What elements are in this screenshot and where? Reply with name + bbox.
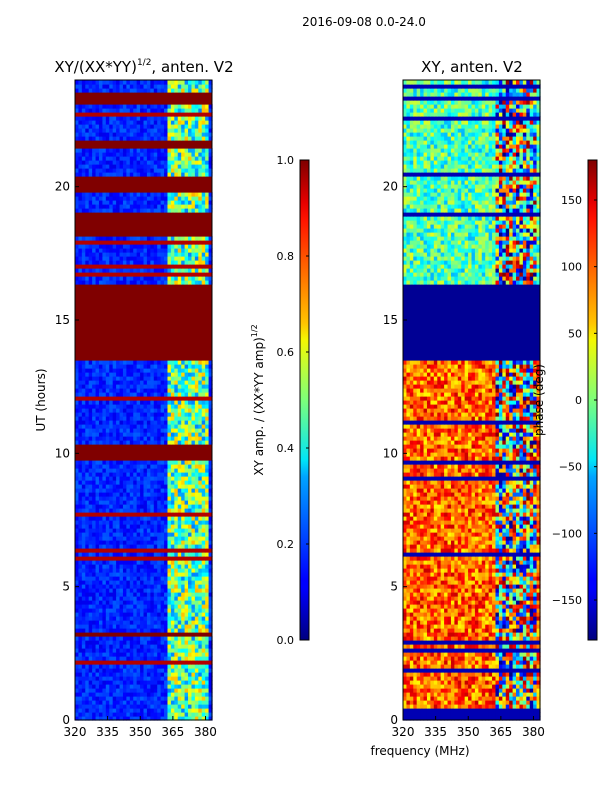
phase-heatmap bbox=[403, 80, 541, 721]
y-tick-label: 0 bbox=[62, 713, 70, 727]
colorbar-tick-label: 0.4 bbox=[277, 442, 295, 455]
y-tick-label: 5 bbox=[62, 580, 70, 594]
phase-xlabel: frequency (MHz) bbox=[370, 744, 469, 758]
colorbar-tick-label: 0 bbox=[575, 394, 582, 407]
x-tick-label: 350 bbox=[129, 725, 152, 739]
amplitude-colorbar-ticks: 0.0 0.2 0.4 0.6 0.8 1.0 bbox=[277, 154, 309, 647]
y-tick-label: 15 bbox=[55, 313, 70, 327]
phase-axis-ticks: 320 335 350 365 380 0 5 10 15 20 bbox=[383, 180, 545, 739]
y-tick-label: 10 bbox=[383, 446, 398, 460]
amplitude-ylabel: UT (hours) bbox=[34, 368, 48, 431]
amplitude-colorbar-label: XY amp. / (XX*YY amp)1/2 bbox=[250, 324, 266, 475]
x-tick-label: 320 bbox=[392, 725, 415, 739]
colorbar-tick-label: 0.2 bbox=[277, 538, 295, 551]
phase-colorbar-label: phase (deg) bbox=[532, 364, 546, 436]
phase-panel-title: XY, anten. V2 bbox=[421, 58, 523, 76]
amplitude-colorbar: 0.0 0.2 0.4 0.6 0.8 1.0 XY amp. / (XX*YY amp)… bbox=[250, 154, 310, 647]
y-tick-label: 5 bbox=[390, 580, 398, 594]
y-tick-label: 20 bbox=[383, 180, 398, 194]
x-tick-label: 335 bbox=[96, 725, 119, 739]
y-tick-label: 10 bbox=[55, 446, 70, 460]
colorbar-tick-label: −150 bbox=[552, 594, 582, 607]
y-tick-label: 15 bbox=[383, 313, 398, 327]
phase-panel: XY, anten. V2 320 335 350 365 380 0 5 10 15 20 fr… bbox=[370, 58, 544, 758]
colorbar-tick-label: 0.0 bbox=[277, 634, 295, 647]
colorbar-tick-label: 150 bbox=[561, 194, 582, 207]
amplitude-plot-frame bbox=[74, 79, 213, 721]
x-tick-label: 335 bbox=[424, 725, 447, 739]
amplitude-colorbar-gradient bbox=[299, 159, 310, 641]
x-tick-label: 350 bbox=[457, 725, 480, 739]
amplitude-heatmap bbox=[75, 80, 213, 721]
colorbar-tick-label: −50 bbox=[559, 461, 582, 474]
colorbar-tick-label: 0.6 bbox=[277, 346, 295, 359]
colorbar-tick-label: 100 bbox=[561, 261, 582, 274]
colorbar-tick-label: 1.0 bbox=[277, 154, 295, 167]
x-tick-label: 365 bbox=[489, 725, 512, 739]
amplitude-panel-title: XY/(XX*YY)1/2, anten. V2 bbox=[54, 58, 233, 76]
x-tick-label: 380 bbox=[194, 725, 217, 739]
y-tick-label: 0 bbox=[390, 713, 398, 727]
phase-plot-frame bbox=[402, 79, 541, 721]
x-tick-label: 320 bbox=[64, 725, 87, 739]
colorbar-tick-label: −100 bbox=[552, 527, 582, 540]
x-tick-label: 380 bbox=[522, 725, 545, 739]
phase-colorbar: 150 100 50 0 −50 −100 −150 phase (deg) bbox=[532, 159, 598, 641]
amplitude-axis-ticks: 320 335 350 365 380 0 5 10 15 20 bbox=[55, 180, 217, 739]
colorbar-tick-label: 50 bbox=[568, 327, 582, 340]
y-tick-label: 20 bbox=[55, 180, 70, 194]
colorbar-tick-label: 0.8 bbox=[277, 250, 295, 263]
phase-colorbar-ticks: 150 100 50 0 −50 −100 −150 bbox=[552, 194, 597, 607]
figure-suptitle: 2016-09-08 0.0-24.0 bbox=[302, 15, 426, 29]
amplitude-panel: XY/(XX*YY)1/2, anten. V2 320 335 350 365 380… bbox=[34, 58, 234, 739]
x-tick-label: 365 bbox=[161, 725, 184, 739]
